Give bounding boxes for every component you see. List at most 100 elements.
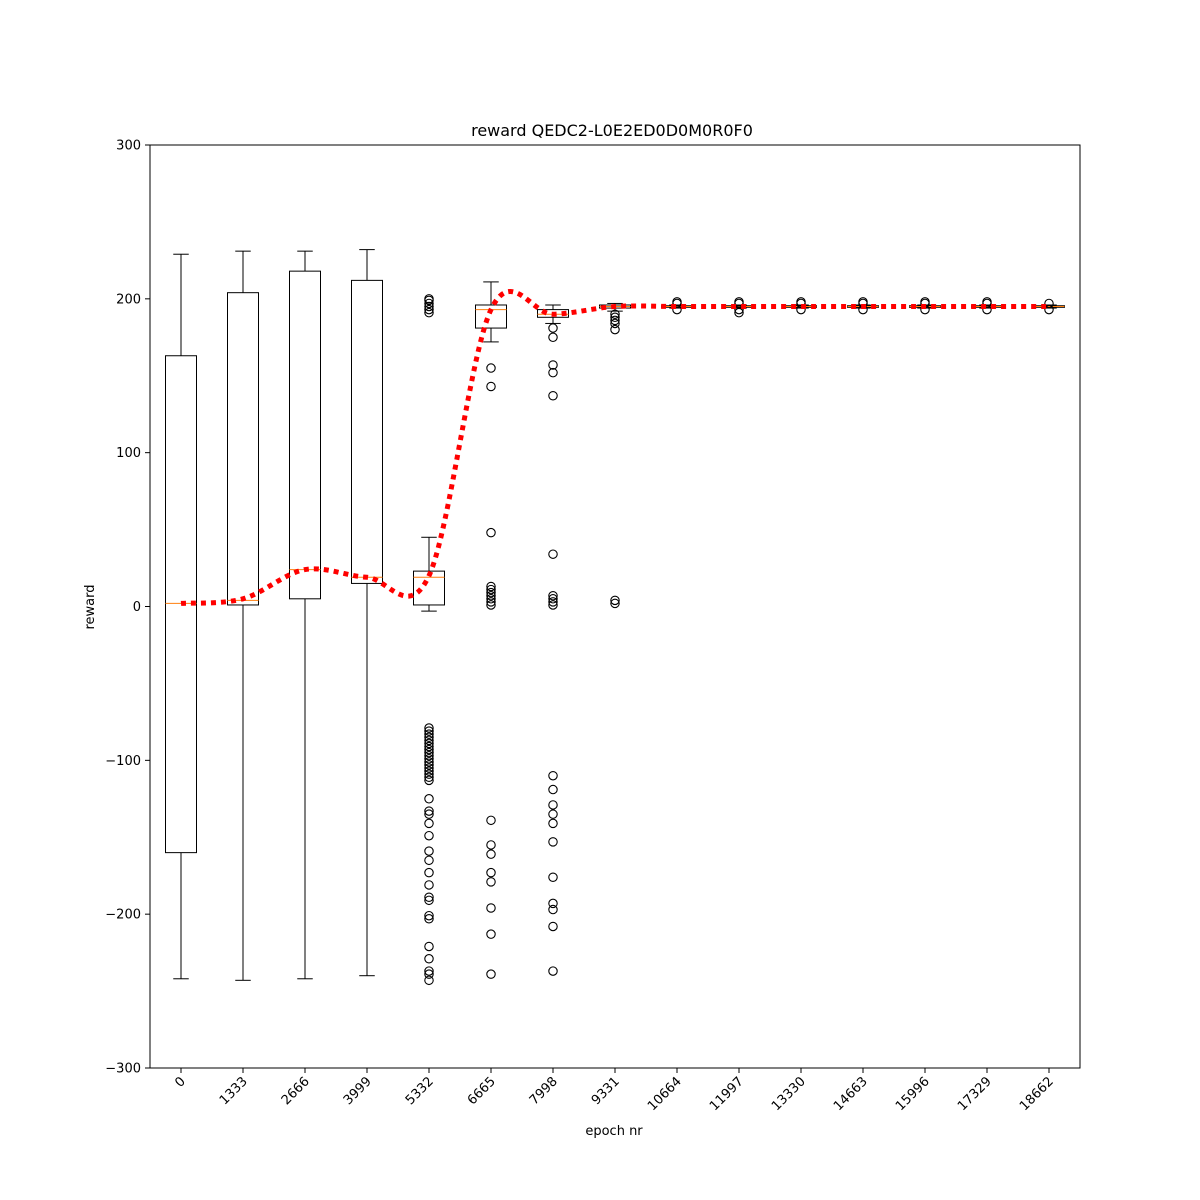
flier-point [548,332,558,343]
flier-point [424,747,434,758]
flier-point [424,738,434,749]
flier-point [548,770,558,781]
x-tick-label: 5332 [403,1074,437,1108]
flier-point [424,735,434,746]
y-tick-label: −100 [105,754,141,769]
flier-point [424,910,434,921]
flier-point [424,775,434,786]
y-tick-label: 300 [116,139,141,154]
axes: −300 −200 −100 0 100 200 300 0 1333 2666 3999 5332 6… [105,139,1057,1115]
flier-point [424,750,434,761]
flier-point [486,594,496,604]
box-11997 [723,297,755,318]
flier-point [424,806,434,816]
flier-point [424,969,434,979]
box-2666 [289,250,321,980]
flier-point [486,929,496,939]
flier-point [672,304,682,315]
flier-point [486,381,496,392]
x-tick-label: 10664 [645,1074,685,1114]
y-tick-label: −200 [105,908,141,923]
flier-point [734,297,744,307]
flier-point [424,757,434,767]
flier-point [424,975,434,986]
flier-point [548,549,558,559]
flier-point [486,527,496,538]
y-tick-label: 200 [116,292,141,307]
flier-point [486,815,496,826]
flier-point [548,809,558,819]
box-iqr [475,304,507,329]
box-18662 [1033,298,1065,315]
flier-point [486,849,496,859]
box-iqr [351,279,383,584]
flier-point [486,969,496,979]
flier-point [424,732,434,743]
x-tick-label: 11997 [707,1074,747,1114]
flier-point [424,301,434,312]
flier-point [424,760,434,770]
flier-point [486,581,496,592]
flier-point [610,595,620,606]
x-tick-label: 14663 [831,1074,871,1114]
plot-area [165,249,1065,986]
flier-point [548,904,558,915]
box-7998 [537,304,569,976]
flier-point [424,772,434,783]
flier-point [486,587,496,598]
flier-point [486,597,496,607]
flier-point [424,867,434,878]
flier-point [424,914,434,924]
flier-point [486,363,496,373]
flier-point [548,594,558,604]
flier-point [734,307,744,318]
x-tick-label: 3999 [341,1074,375,1108]
flier-point [610,598,620,609]
flier-point [982,304,992,315]
flier-point [424,307,434,318]
x-tick-label: 2666 [279,1074,313,1108]
flier-point [424,766,434,776]
x-tick-label: 15996 [893,1074,933,1114]
flier-point [424,830,434,841]
flier-point [734,304,744,315]
flier-point [424,809,434,819]
y-tick-label: 100 [116,446,141,461]
flier-point [424,744,434,755]
flier-point [424,304,434,315]
box-iqr [227,292,259,606]
flier-point [548,898,558,909]
x-tick-label: 0 [172,1074,188,1090]
flier-point [424,892,434,902]
flier-point [548,597,558,607]
x-tick-label: 18662 [1017,1074,1057,1114]
box-3999 [351,249,383,977]
flier-point [424,723,434,733]
flier-point [548,600,558,610]
flier-point [548,837,558,847]
y-tick-label: 0 [133,600,141,615]
chart-title: reward QEDC2-L0E2ED0D0M0R0F0 [471,121,753,140]
flier-point [548,784,558,795]
flier-point [548,590,558,601]
flier-point [424,294,434,304]
x-tick-label: 6665 [465,1074,499,1108]
flier-point [424,966,434,976]
flier-point [1044,304,1054,315]
flier-point [424,880,434,890]
box-iqr [289,270,321,600]
flier-point [424,855,434,866]
flier-point [548,360,558,370]
box-iqr [413,570,445,606]
flier-point [610,324,620,335]
flier-point [486,590,496,601]
x-tick-label: 13330 [769,1074,809,1114]
flier-point [548,390,558,401]
box-5332 [413,294,445,986]
flier-point [796,297,806,307]
flier-point [424,763,434,773]
flier-point [610,309,620,319]
mean-trend-line [180,289,1049,606]
flier-point [424,298,434,309]
